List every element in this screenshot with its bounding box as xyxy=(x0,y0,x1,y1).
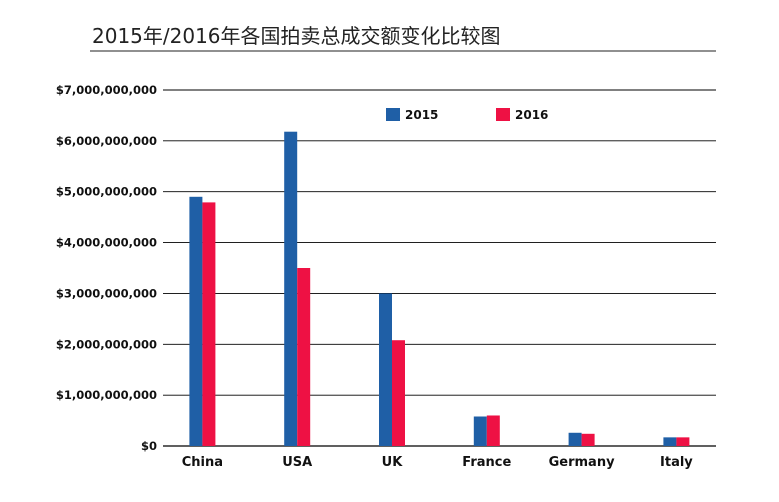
y-tick-label: $4,000,000,000 xyxy=(56,236,157,250)
bar-china-2015 xyxy=(189,196,203,446)
x-tick-label: USA xyxy=(282,455,312,470)
legend-label-2015: 2015 xyxy=(405,108,438,122)
y-tick-label: $1,000,000,000 xyxy=(56,388,157,402)
legend: 2015 2016 xyxy=(386,108,548,122)
y-tick-label: $7,000,000,000 xyxy=(56,83,157,97)
legend-label-2016: 2016 xyxy=(515,108,548,122)
bar-germany-2016 xyxy=(581,433,595,446)
bar-italy-2015 xyxy=(663,437,677,446)
x-tick-label: Germany xyxy=(549,455,615,470)
bar-france-2016 xyxy=(486,415,500,446)
y-tick-label: $6,000,000,000 xyxy=(56,134,157,148)
y-tick-label: $5,000,000,000 xyxy=(56,185,157,199)
bar-usa-2016 xyxy=(297,268,311,446)
gridlines xyxy=(163,89,716,447)
bar-uk-2016 xyxy=(392,340,405,446)
bars xyxy=(189,131,690,446)
bar-france-2015 xyxy=(473,416,487,446)
legend-swatch-2016 xyxy=(496,108,510,121)
bar-uk-2015 xyxy=(379,293,392,446)
x-tick-label: China xyxy=(182,455,223,470)
y-tick-label: $2,000,000,000 xyxy=(56,337,157,351)
bar-germany-2015 xyxy=(568,432,582,446)
x-tick-label: UK xyxy=(382,455,404,470)
y-tick-label: $3,000,000,000 xyxy=(56,286,157,300)
bar-italy-2016 xyxy=(676,437,690,446)
bar-china-2016 xyxy=(202,202,216,446)
x-tick-label: France xyxy=(462,455,511,470)
y-tick-label: $0 xyxy=(141,439,157,453)
x-axis-ticks: China USA UK France Germany Italy xyxy=(182,455,694,470)
legend-swatch-2015 xyxy=(386,108,400,121)
bar-usa-2015 xyxy=(284,131,298,446)
chart-title: 2015年/2016年各国拍卖总成交额变化比较图 xyxy=(92,24,501,48)
y-axis-ticks: $0 $1,000,000,000 $2,000,000,000 $3,000,000… xyxy=(56,83,157,453)
x-tick-label: Italy xyxy=(660,455,693,470)
